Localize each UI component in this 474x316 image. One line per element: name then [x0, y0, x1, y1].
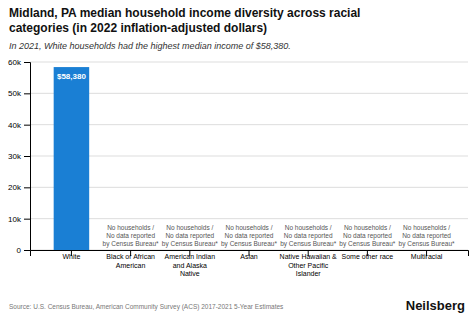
- x-axis: White Black or African American American In…: [31, 250, 469, 277]
- text-line: Some other race: [342, 253, 394, 260]
- annotation: No households /No data reportedby Census…: [280, 224, 336, 248]
- x-tick-label: Native Hawaiian & Other PacificIslander: [280, 253, 338, 277]
- y-axis: 0 10k 20k 30k 40k 50k 60k: [8, 58, 30, 255]
- bar: [350, 250, 386, 251]
- x-tick-label: American Indian and AlaskaNative: [165, 253, 216, 277]
- bars: [54, 67, 90, 250]
- text-line: No data reported: [402, 232, 451, 240]
- bar: [231, 250, 267, 251]
- annotation: No households /No data reportedby Census…: [339, 224, 395, 248]
- y-tick-mark: [24, 156, 30, 157]
- y-tick-label: 20k: [8, 183, 22, 192]
- text-line: Black or African: [106, 253, 155, 260]
- text-line: White: [62, 253, 80, 260]
- x-tick: American Indian and AlaskaNative: [165, 250, 216, 277]
- grid-line: [30, 218, 468, 219]
- y-tick: 10k: [8, 215, 30, 224]
- annotation: No households /No data reportedby Census…: [399, 224, 455, 248]
- y-tick-label: 10k: [8, 215, 22, 224]
- bar: [113, 250, 149, 251]
- y-axis-line: [24, 63, 31, 251]
- brand: Neilsberg: [406, 298, 465, 313]
- y-tick: 50k: [8, 89, 30, 98]
- text-line: No data reported: [343, 232, 392, 240]
- x-tick: Some other race: [342, 250, 394, 260]
- text-line: and Alaska: [173, 262, 207, 269]
- grid-line: [30, 93, 468, 94]
- y-tick-label: 0: [17, 246, 22, 255]
- subtitle: In 2021, White households had the highes…: [9, 41, 291, 51]
- y-tick-mark: [24, 219, 30, 220]
- grid-line: [30, 187, 468, 188]
- text-line: American: [116, 262, 146, 269]
- chart: Midland, PA median household income dive…: [0, 0, 474, 316]
- y-tick-label: 50k: [8, 89, 22, 98]
- y-tick: 60k: [8, 58, 30, 67]
- y-tick: 40k: [8, 121, 30, 130]
- text-line: No households /: [403, 224, 450, 231]
- annotation: No households /No data reportedby Census…: [221, 224, 277, 248]
- text-line: Native: [180, 270, 200, 277]
- x-tick: Asian: [240, 250, 258, 260]
- y-tick-mark: [24, 62, 30, 63]
- x-tick-label: Asian: [240, 253, 258, 260]
- y-tick: 20k: [8, 183, 30, 192]
- x-tick-label: White: [62, 253, 80, 260]
- text-line: Islander: [296, 270, 322, 277]
- grid: [30, 62, 468, 250]
- text-line: No households /: [166, 224, 213, 231]
- y-tick-mark: [24, 93, 30, 94]
- text-line: No data reported: [106, 232, 155, 240]
- grid-line: [30, 62, 468, 63]
- x-tick: Multiracial: [411, 250, 443, 260]
- bar: [409, 250, 445, 251]
- annotation: $58,380: [57, 72, 86, 81]
- text-line: $58,380: [57, 72, 86, 81]
- annotation: No households /No data reportedby Census…: [162, 224, 218, 248]
- y-tick-mark: [24, 187, 30, 188]
- text-line: No data reported: [225, 232, 274, 240]
- text-line: American Indian: [165, 253, 216, 260]
- y-tick-mark: [24, 250, 30, 251]
- annotations: $58,380No households /No data reportedby…: [57, 72, 455, 248]
- text-line: Multiracial: [411, 253, 443, 260]
- source: Source: U.S. Census Bureau, American Com…: [9, 303, 284, 311]
- text-line: Other Pacific: [288, 262, 329, 269]
- text-line: categories (in 2022 inflation-adjusted d…: [9, 21, 267, 35]
- bar: [54, 67, 90, 250]
- y-tick-label: 40k: [8, 121, 22, 130]
- text-line: Native Hawaiian &: [280, 253, 338, 260]
- title: Midland, PA median household income dive…: [9, 6, 360, 35]
- text-line: by Census Bureau*: [162, 240, 218, 248]
- annotation: No households /No data reportedby Census…: [103, 224, 159, 248]
- x-tick-label: Some other race: [342, 253, 394, 260]
- y-tick-label: 60k: [8, 58, 22, 67]
- text-line: No households /: [285, 224, 332, 231]
- y-tick-label: 30k: [8, 152, 22, 161]
- text-line: No households /: [344, 224, 391, 231]
- x-tick: White: [62, 250, 80, 260]
- x-tick-label: Multiracial: [411, 253, 443, 260]
- x-tick: Black or African American: [106, 250, 155, 269]
- text-line: by Census Bureau*: [221, 240, 277, 248]
- y-tick: 0: [17, 246, 30, 255]
- grid-line: [30, 156, 468, 157]
- text-line: Midland, PA median household income dive…: [9, 6, 360, 20]
- y-tick-mark: [24, 125, 30, 126]
- grid-line: [30, 124, 468, 125]
- text-line: No data reported: [284, 232, 333, 240]
- text-line: No households /: [107, 224, 154, 231]
- x-tick-label: Black or African American: [106, 253, 155, 269]
- bar: [290, 250, 326, 251]
- text-line: No households /: [226, 224, 273, 231]
- text-line: by Census Bureau*: [103, 240, 159, 248]
- text-line: by Census Bureau*: [399, 240, 455, 248]
- text-line: by Census Bureau*: [339, 240, 395, 248]
- x-tick: Native Hawaiian & Other PacificIslander: [280, 250, 338, 277]
- text-line: Asian: [240, 253, 258, 260]
- text-line: No data reported: [165, 232, 214, 240]
- y-tick: 30k: [8, 152, 30, 161]
- bar: [172, 250, 208, 251]
- text-line: by Census Bureau*: [280, 240, 336, 248]
